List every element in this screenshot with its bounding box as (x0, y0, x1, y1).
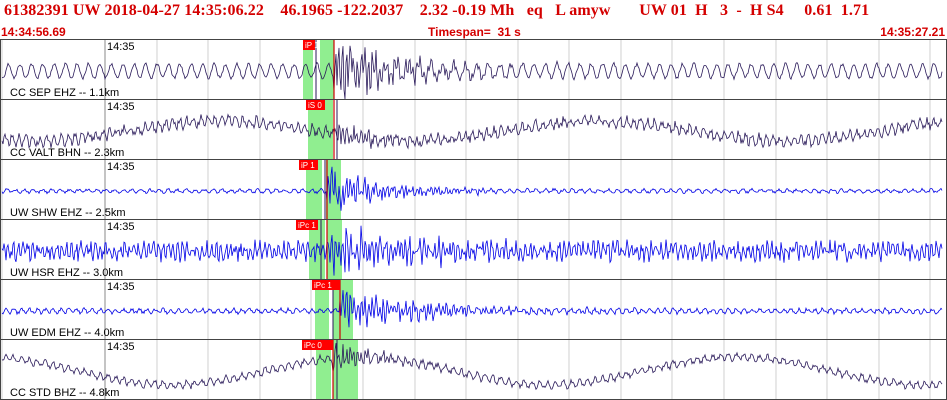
panel-frame (0, 339, 947, 400)
pick-label: iPc 1 (314, 281, 332, 290)
seismogram-panels[interactable]: iP 1 14:35 CC SEP EHZ -- 1.1km iS 0 14:35 CC … (0, 39, 947, 400)
pick-label-box[interactable] (296, 220, 318, 230)
trace-panel[interactable]: iPc 1 14:35 UW HSR EHZ -- 3.0km (0, 219, 947, 280)
pick-label-box[interactable] (312, 280, 340, 290)
trace-panel[interactable]: iP 1 14:35 UW SHW EHZ -- 2.5km (0, 159, 947, 220)
station-label: UW SHW EHZ -- 2.5km (10, 207, 126, 219)
timespan-label: Timespan= 31 s (428, 25, 521, 39)
minute-label: 14:35 (107, 41, 135, 53)
minute-label: 14:35 (107, 281, 135, 293)
start-time-label: 14:34:56.69 (1, 25, 66, 39)
pick-label: iS 0 (308, 101, 322, 110)
station-label: CC STD BHZ -- 4.8km (10, 387, 119, 399)
pick-label-box[interactable] (299, 160, 318, 170)
panel-frame (0, 279, 947, 340)
pick-label-box[interactable] (303, 40, 315, 50)
station-label: UW HSR EHZ -- 3.0km (10, 267, 123, 279)
minute-label: 14:35 (107, 221, 135, 233)
pick-window (306, 160, 322, 219)
station-label: UW EDM EHZ -- 4.0km (10, 327, 124, 339)
waveform-trace (1, 342, 943, 391)
event-header: 61382391 UW 2018-04-27 14:35:06.22 46.19… (0, 0, 947, 39)
trace-panel[interactable]: iP 1 14:35 CC SEP EHZ -- 1.1km (0, 39, 947, 100)
pick-label: iPc 1 (298, 221, 316, 230)
pick-window (315, 280, 329, 339)
waveform-trace (1, 225, 943, 276)
pick-label: iP 1 (305, 41, 319, 50)
pick-label: iP 1 (301, 161, 315, 170)
waveform-trace (1, 290, 943, 328)
minute-label: 14:35 (107, 341, 135, 353)
waveform-trace (1, 45, 943, 100)
station-label: CC SEP EHZ -- 1.1km (10, 87, 119, 99)
panel-frame (0, 99, 947, 160)
trace-panel[interactable]: iPc 1 14:35 UW EDM EHZ -- 4.0km (0, 279, 947, 340)
pick-window (326, 160, 341, 219)
panel-frame (0, 159, 947, 220)
trace-panel[interactable]: iPc 0 14:35 CC STD BHZ -- 4.8km (0, 339, 947, 400)
station-label: CC VALT BHN -- 2.3km (10, 147, 124, 159)
panel-frame (0, 39, 947, 100)
end-time-label: 14:35:27.21 (880, 25, 945, 39)
event-title: 61382391 UW 2018-04-27 14:35:06.22 46.19… (4, 2, 870, 19)
pick-label: iPc 0 (304, 341, 322, 350)
pick-window (320, 40, 334, 99)
pick-window (333, 280, 353, 339)
minute-label: 14:35 (107, 161, 135, 173)
waveform-trace (1, 166, 943, 211)
waveform-trace (1, 113, 943, 150)
trace-panel[interactable]: iS 0 14:35 CC VALT BHN -- 2.3km (0, 99, 947, 160)
minute-label: 14:35 (107, 101, 135, 113)
pick-label-box[interactable] (302, 340, 333, 350)
pick-label-box[interactable] (306, 100, 325, 110)
